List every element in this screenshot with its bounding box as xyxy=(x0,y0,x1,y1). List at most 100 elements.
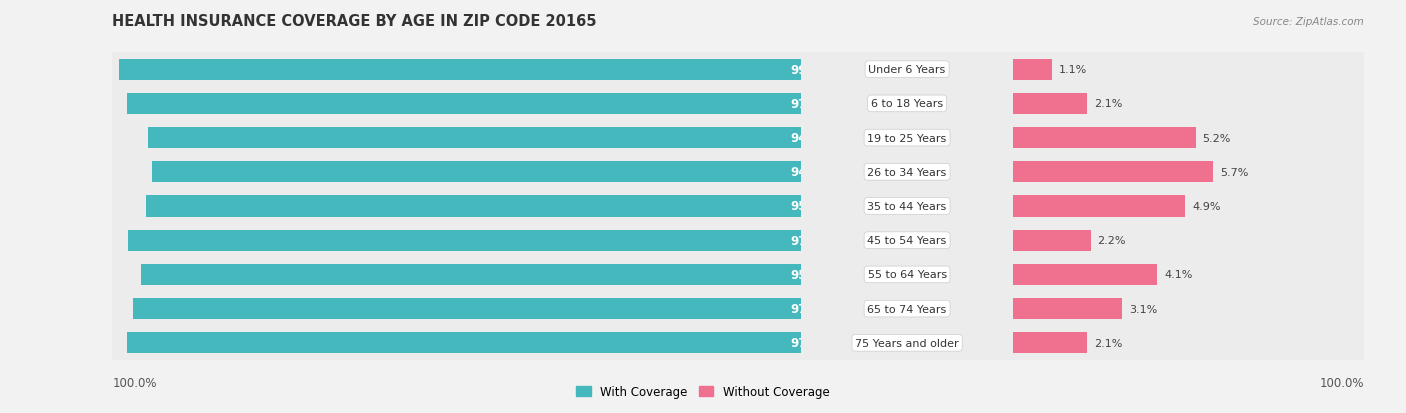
Bar xyxy=(1014,121,1364,155)
Text: 4.9%: 4.9% xyxy=(1192,202,1220,211)
Bar xyxy=(801,155,1014,190)
Bar xyxy=(112,53,801,87)
Bar xyxy=(0,223,1406,258)
Bar xyxy=(112,155,801,190)
Bar xyxy=(1014,326,1364,360)
Text: 94.3%: 94.3% xyxy=(790,166,831,179)
Bar xyxy=(0,292,1406,326)
Bar xyxy=(0,87,1406,121)
Bar xyxy=(120,59,801,81)
Bar xyxy=(112,190,801,223)
Bar xyxy=(1014,264,1157,285)
Text: 97.0%: 97.0% xyxy=(790,302,831,316)
Bar xyxy=(1014,94,1087,115)
Bar xyxy=(1014,155,1364,190)
Text: 95.1%: 95.1% xyxy=(790,200,831,213)
Bar xyxy=(0,121,1406,155)
Text: 100.0%: 100.0% xyxy=(112,376,157,389)
Bar xyxy=(134,298,801,319)
Text: 75 Years and older: 75 Years and older xyxy=(855,338,959,348)
Bar xyxy=(801,87,1014,121)
Bar xyxy=(1014,258,1364,292)
Bar xyxy=(0,87,1406,121)
Text: 95.9%: 95.9% xyxy=(790,268,831,281)
Bar xyxy=(1014,292,1364,326)
Bar xyxy=(1014,59,1052,81)
Bar xyxy=(0,121,1406,155)
Text: 100.0%: 100.0% xyxy=(1319,376,1364,389)
Bar xyxy=(152,162,801,183)
Text: 2.1%: 2.1% xyxy=(1094,99,1122,109)
Text: 45 to 54 Years: 45 to 54 Years xyxy=(868,236,946,246)
Bar xyxy=(801,53,1014,87)
Text: 97.9%: 97.9% xyxy=(790,97,831,111)
Text: 1.1%: 1.1% xyxy=(1059,65,1087,75)
Text: 5.2%: 5.2% xyxy=(1202,133,1232,143)
Text: 5.7%: 5.7% xyxy=(1220,167,1249,177)
Text: 26 to 34 Years: 26 to 34 Years xyxy=(868,167,946,177)
Bar xyxy=(112,326,801,360)
Bar xyxy=(0,53,1406,87)
Bar xyxy=(127,332,801,354)
Bar xyxy=(0,155,1406,190)
Bar xyxy=(148,128,801,149)
Bar xyxy=(0,326,1406,360)
Text: 4.1%: 4.1% xyxy=(1164,270,1192,280)
Bar xyxy=(801,292,1014,326)
Text: 6 to 18 Years: 6 to 18 Years xyxy=(872,99,943,109)
Bar xyxy=(1014,298,1122,319)
Bar xyxy=(1014,223,1364,258)
Bar xyxy=(0,155,1406,190)
Bar xyxy=(0,190,1406,223)
Text: 97.9%: 97.9% xyxy=(790,337,831,349)
Bar xyxy=(801,223,1014,258)
Bar xyxy=(0,190,1406,223)
Bar xyxy=(141,264,801,285)
Text: 2.1%: 2.1% xyxy=(1094,338,1122,348)
Bar xyxy=(801,326,1014,360)
Text: 19 to 25 Years: 19 to 25 Years xyxy=(868,133,946,143)
Bar xyxy=(1014,190,1364,223)
Bar xyxy=(1014,332,1087,354)
Bar xyxy=(112,121,801,155)
Text: 35 to 44 Years: 35 to 44 Years xyxy=(868,202,946,211)
Text: 99.0%: 99.0% xyxy=(790,64,831,76)
Text: 97.8%: 97.8% xyxy=(790,234,831,247)
Bar xyxy=(112,87,801,121)
Bar xyxy=(0,326,1406,360)
Bar xyxy=(1014,230,1091,251)
Bar xyxy=(0,53,1406,87)
Bar xyxy=(128,230,801,251)
Bar xyxy=(0,223,1406,258)
Bar xyxy=(112,258,801,292)
Bar xyxy=(146,196,801,217)
Bar xyxy=(0,292,1406,326)
Bar xyxy=(801,121,1014,155)
Bar xyxy=(112,223,801,258)
Bar xyxy=(0,155,1406,190)
Text: Source: ZipAtlas.com: Source: ZipAtlas.com xyxy=(1253,17,1364,26)
Bar xyxy=(0,121,1406,155)
Bar xyxy=(0,87,1406,121)
Bar xyxy=(1014,162,1213,183)
Text: Under 6 Years: Under 6 Years xyxy=(869,65,946,75)
Text: 94.8%: 94.8% xyxy=(790,132,831,145)
Bar xyxy=(0,258,1406,292)
Bar xyxy=(0,326,1406,360)
Legend: With Coverage, Without Coverage: With Coverage, Without Coverage xyxy=(572,381,834,403)
Text: 65 to 74 Years: 65 to 74 Years xyxy=(868,304,946,314)
Text: 2.2%: 2.2% xyxy=(1098,236,1126,246)
Bar xyxy=(1014,196,1185,217)
Bar xyxy=(127,94,801,115)
Bar xyxy=(0,223,1406,258)
Text: HEALTH INSURANCE COVERAGE BY AGE IN ZIP CODE 20165: HEALTH INSURANCE COVERAGE BY AGE IN ZIP … xyxy=(112,14,598,29)
Bar xyxy=(0,258,1406,292)
Text: 3.1%: 3.1% xyxy=(1129,304,1157,314)
Bar xyxy=(112,292,801,326)
Bar xyxy=(801,190,1014,223)
Bar xyxy=(801,258,1014,292)
Bar xyxy=(1014,87,1364,121)
Bar xyxy=(0,53,1406,87)
Text: 55 to 64 Years: 55 to 64 Years xyxy=(868,270,946,280)
Bar xyxy=(0,258,1406,292)
